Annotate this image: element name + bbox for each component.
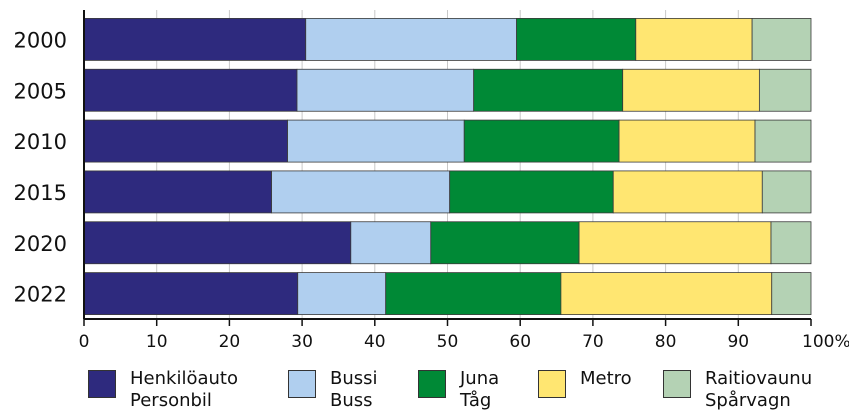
bar-segment [560,272,773,315]
bar-segment [618,119,756,163]
bar-segment [463,119,620,163]
bar-segment [761,170,812,214]
bar-segment [297,272,387,315]
stacked-bar-chart: 2000 2005 2010 2015 2020 2022 0 10 20 30 40 50 60 70… [14,10,849,352]
x-tick-label: 70 [582,332,604,352]
legend-swatch [88,370,116,398]
bar-segment [430,221,580,265]
category-labels: 2000 2005 2010 2015 2020 2022 [14,28,67,306]
bar-segment [771,272,812,315]
bar-segment [271,170,451,214]
bar-segment [622,68,760,112]
bar-segment [751,18,812,61]
legend-label-fi: Bussi [330,368,378,389]
x-tick-label: 10 [146,332,168,352]
legend-label: Juna Tåg [460,368,499,412]
x-tick-labels: 0 10 20 30 40 50 60 70 80 90 100% [79,332,849,352]
bar-segment [578,221,772,265]
bar-segment [287,119,465,163]
legend-swatch [663,370,691,398]
bar-segment [83,119,288,163]
legend-label: Henkilöauto Personbil [130,368,238,412]
x-tick-label: 40 [364,332,386,352]
x-tick-label: 80 [655,332,677,352]
category-label: 2015 [14,181,67,205]
bar-segment [516,18,637,61]
bar-segment [635,18,753,61]
bar-segment [83,221,352,265]
x-tick-label: 0 [79,332,90,352]
legend-label: Raitiovaunu Spårvagn [705,368,812,412]
legend-label-fi: Henkilöauto [130,368,238,389]
bar-segment [385,272,562,315]
bar-segment [83,68,298,112]
legend-swatch [288,370,316,398]
legend-label: Metro [580,368,632,390]
legend-label-sv: Spårvagn [705,390,791,411]
bar-segment [449,170,614,214]
bars [83,18,812,315]
legend-swatch [538,370,566,398]
bar-segment [350,221,432,265]
legend-label-sv: Buss [330,390,373,411]
x-tick-label: 20 [219,332,241,352]
category-label: 2010 [14,130,67,154]
bar-segment [83,18,307,61]
legend: Henkilöauto Personbil Bussi Buss Juna Tå… [0,366,849,418]
bar-segment [770,221,812,265]
bar-segment [83,272,299,315]
bar-segment [83,170,272,214]
x-tick-label: 90 [727,332,749,352]
legend-label-sv: Tåg [460,390,492,411]
legend-label-fi: Juna [460,368,500,389]
bar-segment [758,68,812,112]
bar-segment [473,68,624,112]
category-label: 2005 [14,79,67,103]
category-label: 2022 [14,283,67,307]
legend-label: Bussi Buss [330,368,378,412]
bar-segment [612,170,763,214]
x-tick-label: 60 [509,332,531,352]
legend-label-sv: Personbil [130,390,212,411]
category-label: 2000 [14,28,67,52]
grid-lines [156,10,739,319]
category-label: 2020 [14,232,67,256]
bar-segment [305,18,517,61]
axes [83,10,812,326]
x-tick-label: 30 [291,332,313,352]
bar-segment [296,68,475,112]
legend-label-fi: Raitiovaunu [705,368,813,389]
x-tick-label: 100% [802,332,849,352]
legend-swatch [418,370,446,398]
legend-label-fi: Metro [580,368,632,389]
bar-segment [754,119,812,163]
x-tick-label: 50 [437,332,459,352]
